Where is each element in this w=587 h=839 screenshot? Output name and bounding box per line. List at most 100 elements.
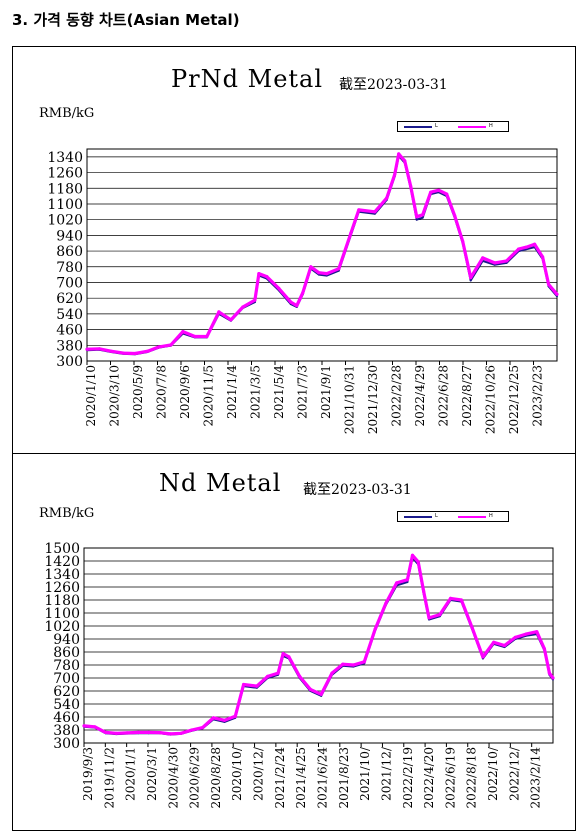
legend-label-h: H: [489, 513, 493, 519]
data-point-h: [469, 276, 473, 280]
data-point-h: [146, 349, 150, 353]
data-point-h: [373, 627, 377, 631]
data-point-h: [395, 581, 399, 585]
data-point-h: [427, 616, 431, 620]
data-point-h: [121, 351, 125, 355]
y-tick-label: 700: [56, 275, 83, 291]
data-point-h: [492, 640, 496, 644]
x-tick-label: 2019/9/3: [81, 747, 95, 801]
y-tick-label: 1340: [47, 150, 83, 166]
data-point-h: [222, 718, 227, 722]
y-tick-label: 540: [56, 307, 83, 323]
y-tick-label: 1420: [44, 554, 80, 570]
x-tick-label: 2020/3/1: [145, 747, 159, 801]
data-point-h: [330, 671, 334, 675]
prnd-price-chart: 3003804605406207007808609401020110011801…: [47, 148, 559, 434]
data-point-h: [542, 647, 547, 651]
data-point-h: [362, 660, 366, 664]
x-tick-label: 2020/10/: [230, 746, 244, 801]
series-line-h: [86, 152, 559, 356]
data-point-h: [385, 196, 389, 200]
data-point-h: [524, 632, 528, 636]
data-point-h: [535, 630, 539, 634]
chart-date-label: 截至2023-03-31: [303, 482, 412, 498]
data-point-h: [169, 343, 173, 347]
x-tick-label: 2020/11/5: [202, 365, 216, 427]
y-tick-label: 700: [53, 671, 80, 687]
data-point-h: [229, 318, 233, 322]
data-point-h: [393, 172, 397, 177]
data-point-h: [85, 347, 89, 351]
x-tick-label: 2019/11/2: [102, 747, 116, 809]
data-point-h: [109, 349, 113, 353]
data-point-h: [255, 684, 259, 688]
x-tick-label: 2022/12/25: [507, 365, 521, 434]
data-point-h: [125, 731, 129, 735]
y-tick-label: 780: [53, 658, 80, 674]
x-tick-label: 2020/6/29: [188, 747, 202, 809]
data-point-l: [415, 218, 418, 221]
data-point-h: [421, 213, 425, 217]
chart-legend: L H: [397, 511, 509, 522]
data-point-h: [493, 261, 497, 265]
y-tick-label: 540: [53, 697, 80, 713]
y-tick-label: 460: [56, 323, 83, 339]
x-tick-label: 2021/2/24: [273, 747, 287, 809]
data-point-h: [547, 282, 551, 286]
y-tick-label: 1020: [44, 619, 80, 635]
nd-price-chart: 3003804605406207007808609401020110011801…: [44, 541, 555, 809]
chart-date-label: 截至2023-03-31: [339, 77, 448, 93]
data-point-h: [337, 267, 341, 271]
data-point-h: [295, 304, 299, 308]
data-point-h: [241, 305, 245, 309]
data-point-h: [193, 334, 197, 339]
data-point-h: [211, 716, 215, 720]
chart-title: PrNd Metal: [171, 65, 324, 93]
x-tick-label: 2021/7/3: [296, 365, 310, 419]
data-point-l: [421, 216, 424, 219]
data-point-h: [114, 731, 118, 735]
data-point-h: [437, 188, 441, 192]
data-point-h: [242, 682, 246, 687]
y-tick-label: 1340: [44, 567, 80, 583]
x-tick-label: 2023/2/14: [529, 747, 543, 809]
data-point-h: [168, 732, 172, 736]
data-point-h: [351, 663, 356, 667]
data-point-h: [317, 271, 321, 275]
y-tick-label: 780: [56, 260, 83, 276]
legend-swatch-l: [404, 126, 432, 128]
x-tick-label: 2021/10/31: [343, 365, 357, 434]
y-tick-label: 940: [53, 632, 80, 648]
x-tick-label: 2020/12/: [252, 746, 266, 801]
data-point-h: [233, 714, 237, 718]
x-tick-label: 2022/4/29: [413, 365, 427, 427]
y-tick-label: 1180: [47, 181, 83, 197]
prnd-chart-panel: PrNd Metal 截至2023-03-31 RMB/kG L H 300 38…: [12, 46, 576, 454]
x-tick-label: 2020/1/10: [84, 365, 98, 427]
y-unit-label: RMB/kG: [39, 106, 95, 121]
x-tick-label: 2020/8/28: [209, 747, 223, 809]
data-point-h: [415, 215, 419, 219]
x-tick-label: 2020/7/8: [155, 365, 169, 419]
data-point-h: [410, 553, 415, 557]
x-tick-label: 2021/12/30: [366, 365, 380, 434]
data-point-h: [445, 192, 449, 196]
chart-legend: L H: [397, 121, 509, 132]
data-point-h: [541, 255, 545, 259]
data-point-h: [205, 334, 209, 339]
data-point-h: [287, 655, 291, 659]
x-tick-label: 2021/3/5: [249, 365, 263, 419]
data-point-h: [517, 247, 521, 251]
x-tick-label: 2020/3/10: [108, 365, 122, 427]
x-tick-label: 2022/10/26: [484, 365, 498, 434]
y-unit-label: RMB/kG: [39, 506, 95, 521]
section-heading: 3. 가격 동향 차트(Asian Metal): [12, 11, 240, 29]
data-point-h: [277, 286, 281, 290]
data-point-h: [319, 692, 323, 696]
data-point-h: [276, 671, 280, 675]
legend-swatch-h: [458, 126, 486, 128]
data-point-h: [298, 674, 302, 678]
data-point-h: [325, 272, 329, 276]
y-tick-label: 860: [56, 244, 83, 260]
data-point-h: [158, 731, 162, 735]
